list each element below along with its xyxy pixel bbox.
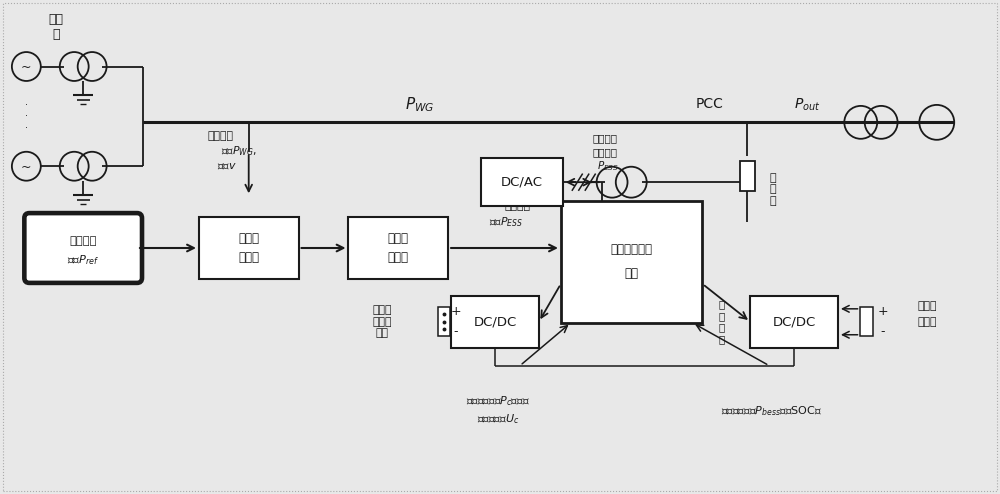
Text: 电容端电压$U_c$: 电容端电压$U_c$ — [477, 412, 519, 426]
Text: 风电
场: 风电 场 — [49, 13, 64, 41]
Text: DC/AC: DC/AC — [501, 176, 543, 189]
Text: 混合储能分配: 混合储能分配 — [611, 244, 653, 256]
Text: 集模块: 集模块 — [238, 251, 259, 264]
Text: 功率$P_{ESS}$: 功率$P_{ESS}$ — [489, 215, 523, 229]
Text: +: + — [451, 305, 461, 318]
Text: -: - — [881, 325, 885, 338]
Bar — [481, 158, 563, 206]
Text: 控
制
信
号: 控 制 信 号 — [718, 299, 725, 344]
Bar — [348, 217, 448, 279]
Bar — [750, 296, 838, 348]
Text: DC/DC: DC/DC — [473, 315, 517, 329]
FancyBboxPatch shape — [24, 213, 142, 283]
Text: 模块: 模块 — [625, 267, 639, 281]
Text: ~: ~ — [21, 161, 32, 174]
Text: +: + — [878, 305, 888, 318]
Text: 理模块: 理模块 — [388, 251, 409, 264]
Bar — [438, 307, 450, 336]
Bar — [860, 307, 873, 336]
Text: 超级电容功率$P_c$、超级: 超级电容功率$P_c$、超级 — [466, 395, 530, 409]
Bar — [740, 161, 755, 191]
Text: 断
路
器: 断 路 器 — [770, 172, 777, 206]
Text: $P_{WG}$: $P_{WG}$ — [405, 95, 435, 114]
Text: 风场实测: 风场实测 — [208, 131, 234, 141]
Text: 功率$P_{WG}$,: 功率$P_{WG}$, — [221, 144, 257, 158]
Text: 风速$v$: 风速$v$ — [217, 161, 237, 171]
Text: 储能系统: 储能系统 — [505, 201, 531, 211]
Text: 实际功率: 实际功率 — [592, 147, 617, 157]
Text: PCC: PCC — [695, 97, 723, 112]
Text: 储能系统: 储能系统 — [592, 133, 617, 143]
Text: $P_{out}$: $P_{out}$ — [794, 96, 820, 113]
Text: DC/DC: DC/DC — [773, 315, 816, 329]
Text: 储能电池功率$P_{bess}$及其SOC值: 储能电池功率$P_{bess}$及其SOC值 — [721, 405, 822, 418]
Text: 超级电
容储能
系统: 超级电 容储能 系统 — [373, 305, 392, 338]
Text: ~: ~ — [932, 117, 942, 130]
Bar — [199, 217, 299, 279]
Text: 数据采: 数据采 — [238, 232, 259, 245]
Text: 电池储: 电池储 — [917, 301, 937, 311]
Text: 风电计划: 风电计划 — [69, 236, 97, 246]
Text: ~: ~ — [21, 61, 32, 74]
Text: $P_{ESS}$: $P_{ESS}$ — [597, 160, 619, 173]
Bar — [451, 296, 539, 348]
Text: 出力$P_{ref}$: 出力$P_{ref}$ — [67, 253, 99, 267]
Bar — [561, 201, 702, 323]
Text: ·
·
·: · · · — [25, 100, 28, 133]
Text: 数据处: 数据处 — [388, 232, 409, 245]
Text: 能系统: 能系统 — [917, 317, 937, 327]
Text: -: - — [454, 325, 458, 338]
